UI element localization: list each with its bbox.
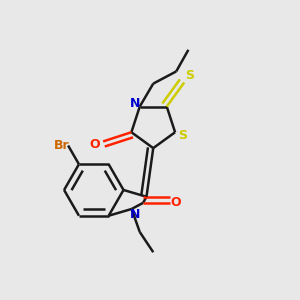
Text: N: N [130, 97, 140, 110]
Text: S: S [185, 69, 194, 82]
Text: S: S [178, 129, 187, 142]
Text: Br: Br [54, 139, 70, 152]
Text: O: O [170, 196, 181, 209]
Text: O: O [89, 138, 100, 151]
Text: N: N [129, 208, 140, 221]
